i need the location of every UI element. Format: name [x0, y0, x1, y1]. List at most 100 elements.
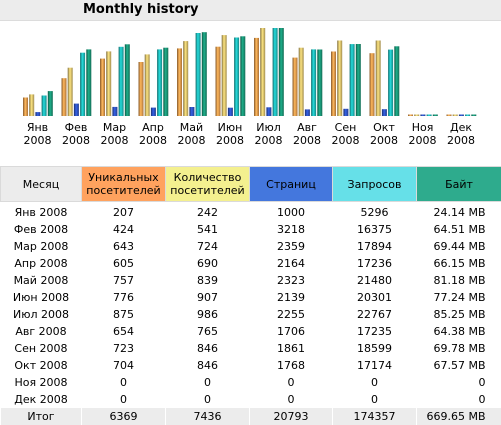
cell-pages: 3218 — [250, 221, 333, 238]
cell-unique: 654 — [82, 323, 166, 340]
bar-hits — [311, 49, 316, 116]
stats-table: Месяц Уникальных посетителей Количество … — [0, 166, 501, 425]
header-visits-line2: посетителей — [170, 184, 244, 197]
header-visits-line1: Количество — [174, 171, 242, 184]
bar-pages — [343, 109, 348, 116]
cell-hits: 17894 — [333, 238, 417, 255]
x-tick-month: Ноя — [412, 121, 434, 134]
bar-visits — [222, 35, 227, 116]
cell-bandwidth: 77.24 MB — [417, 289, 501, 306]
bar-pages — [228, 108, 233, 116]
totals-label: Итог — [1, 408, 82, 425]
cell-visits: 907 — [166, 289, 250, 306]
bar-bandwidth — [433, 115, 438, 117]
cell-visits: 986 — [166, 306, 250, 323]
cell-visits: 724 — [166, 238, 250, 255]
page-title: Monthly history — [83, 2, 199, 17]
cell-hits: 18599 — [333, 340, 417, 357]
cell-hits: 21480 — [333, 272, 417, 289]
bar-hits — [119, 47, 124, 116]
cell-month: Июн 2008 — [1, 289, 82, 306]
bar-unique — [139, 62, 144, 116]
x-tick-month: Мар — [103, 121, 126, 134]
bar-hits — [234, 38, 239, 117]
bar-bandwidth — [86, 49, 91, 116]
cell-pages: 0 — [250, 391, 333, 408]
bar-visits — [414, 115, 419, 117]
header-month: Месяц — [1, 167, 82, 202]
bar-unique — [293, 58, 298, 116]
bar-bandwidth — [202, 32, 207, 116]
cell-bandwidth: 69.78 MB — [417, 340, 501, 357]
x-tick-year: 2008 — [255, 134, 283, 147]
bar-unique — [331, 52, 336, 117]
chart-tick-labels: Янв2008Фев2008Мар2008Апр2008Май2008Июн20… — [24, 121, 476, 147]
x-tick-month: Окт — [373, 121, 395, 134]
totals-unique: 6369 — [82, 408, 166, 425]
cell-visits: 0 — [166, 374, 250, 391]
cell-bandwidth: 69.44 MB — [417, 238, 501, 255]
bar-bandwidth — [317, 50, 322, 117]
header-bandwidth: Байт — [417, 167, 501, 202]
cell-month: Сен 2008 — [1, 340, 82, 357]
totals-hits: 174357 — [333, 408, 417, 425]
bar-unique — [408, 115, 413, 117]
bar-unique — [370, 53, 375, 116]
cell-visits: 690 — [166, 255, 250, 272]
cell-unique: 704 — [82, 357, 166, 374]
x-tick-year: 2008 — [24, 134, 52, 147]
bar-hits — [157, 49, 162, 116]
bar-visits — [106, 51, 111, 116]
cell-bandwidth: 64.38 MB — [417, 323, 501, 340]
x-tick-year: 2008 — [101, 134, 129, 147]
cell-unique: 0 — [82, 391, 166, 408]
bar-bandwidth — [125, 44, 130, 116]
bar-pages — [420, 115, 425, 117]
cell-pages: 2255 — [250, 306, 333, 323]
x-tick-year: 2008 — [216, 134, 244, 147]
cell-month: Май 2008 — [1, 272, 82, 289]
bar-bandwidth — [471, 115, 476, 117]
bar-visits — [337, 41, 342, 117]
bar-unique — [216, 47, 221, 116]
x-tick-year: 2008 — [293, 134, 321, 147]
cell-visits: 839 — [166, 272, 250, 289]
bar-pages — [266, 107, 271, 116]
cell-month: Дек 2008 — [1, 391, 82, 408]
title-bar: Monthly history — [0, 0, 501, 21]
cell-bandwidth: 0 — [417, 374, 501, 391]
cell-unique: 424 — [82, 221, 166, 238]
bar-visits — [183, 41, 188, 116]
header-pages: Страниц — [250, 167, 333, 202]
x-tick-month: Янв — [27, 121, 48, 134]
cell-unique: 776 — [82, 289, 166, 306]
cell-unique: 605 — [82, 255, 166, 272]
bar-pages — [112, 107, 117, 116]
bar-pages — [189, 107, 194, 116]
cell-hits: 5296 — [333, 202, 417, 222]
cell-pages: 1706 — [250, 323, 333, 340]
bar-unique — [23, 98, 28, 117]
table-header-row: Месяц Уникальных посетителей Количество … — [1, 167, 501, 202]
bar-hits — [273, 28, 278, 116]
cell-unique: 643 — [82, 238, 166, 255]
totals-row: Итог 6369 7436 20793 174357 669.65 MB — [1, 408, 501, 425]
x-tick-year: 2008 — [62, 134, 90, 147]
header-unique-line2: посетителей — [86, 184, 160, 197]
x-tick-year: 2008 — [409, 134, 437, 147]
bar-bandwidth — [356, 44, 361, 116]
bar-visits — [299, 48, 304, 116]
cell-month: Июл 2008 — [1, 306, 82, 323]
cell-month: Фев 2008 — [1, 221, 82, 238]
bar-hits — [427, 115, 432, 117]
cell-pages: 1861 — [250, 340, 333, 357]
bar-unique — [100, 59, 105, 116]
x-tick-month: Июл — [256, 121, 281, 134]
cell-unique: 723 — [82, 340, 166, 357]
